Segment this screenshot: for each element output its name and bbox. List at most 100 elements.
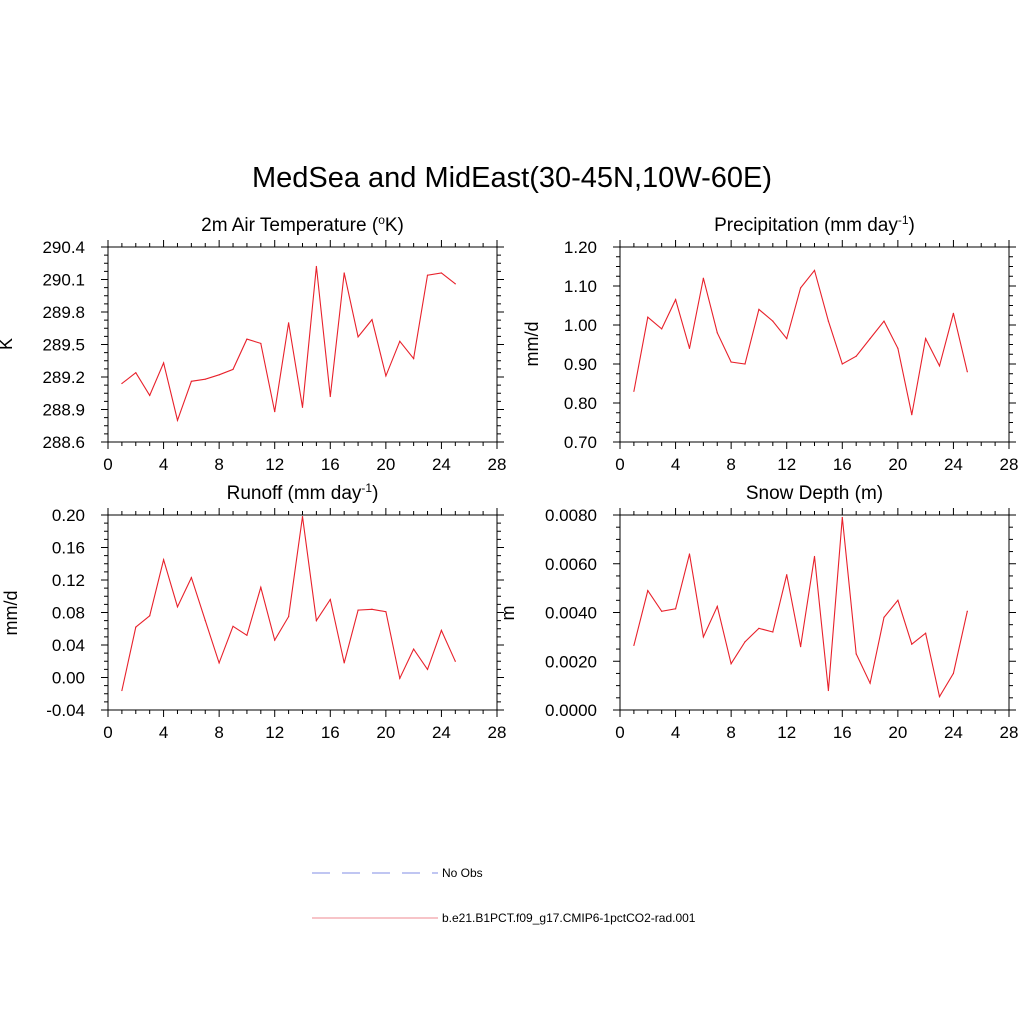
- panel-3-plot-frame: [107, 514, 498, 711]
- panel-1-data-point: [301, 406, 304, 408]
- panel-1-data-point: [149, 394, 151, 397]
- panel-2-y-tick-label: 1.00: [564, 316, 597, 335]
- panel-2-series-line: [633, 269, 968, 415]
- panel-3-data-point: [218, 662, 220, 664]
- panel-4-x-tick-label: 12: [777, 723, 796, 742]
- panel-4-title: Snow Depth (m): [746, 483, 883, 504]
- panel-2-data-point: [827, 320, 829, 322]
- panel-1-x-tick-label: 8: [214, 455, 223, 474]
- panel-3-x-tick-label: 16: [321, 723, 340, 742]
- panel-1-data-point: [454, 283, 456, 285]
- panel-3-y-tick-label: 0.04: [52, 636, 85, 655]
- panel-1-y-tick-label: 288.9: [42, 401, 85, 420]
- panel-3-x-tick-label: 12: [265, 723, 284, 742]
- panel-3-data-point: [288, 615, 290, 618]
- panel-2-data-point: [786, 338, 788, 340]
- panel-2-x-tick-label: 12: [777, 455, 796, 474]
- panel-2-plot-frame: [619, 246, 1010, 443]
- panel-2-x-tick-label: 20: [888, 455, 907, 474]
- panel-1-data-point: [288, 322, 290, 324]
- panel-4-data-point: [758, 627, 760, 629]
- panel-2-x-tick-label: 24: [944, 455, 963, 474]
- panel-1-y-axis-label: K: [0, 338, 16, 350]
- panel-1-x-tick-label: 4: [159, 455, 168, 474]
- legend-label-no-obs: No Obs: [442, 866, 483, 880]
- panel-4-data-point: [938, 695, 941, 698]
- panel-1-series-line: [121, 266, 456, 423]
- panel-1-data-point: [440, 272, 443, 274]
- panel-1-data-point: [190, 380, 192, 382]
- panel-1-x-tick-label: 28: [488, 455, 507, 474]
- panel-2-data-point: [952, 312, 955, 314]
- panel-3-data-point: [149, 615, 151, 617]
- panel-1-data-point: [260, 342, 262, 345]
- panel-1-y-tick-label: 288.6: [42, 433, 85, 452]
- panel-1-y-tick-label: 289.2: [42, 368, 85, 387]
- panel-3-data-point: [301, 516, 304, 518]
- panel-4-data-point: [925, 632, 927, 634]
- panel-1-data-point: [246, 338, 248, 340]
- panel-1-data-point: [204, 378, 206, 380]
- panel-1-data-point: [232, 368, 234, 371]
- panel-3-x-tick-label: 20: [376, 723, 395, 742]
- panel-1-y-tick-label: 289.5: [42, 336, 85, 355]
- panel-2-y-tick-label: 1.10: [564, 277, 597, 296]
- panel-1-data-point: [413, 357, 415, 360]
- panel-3-y-tick-label: 0.20: [52, 506, 85, 525]
- panel-2-data-point: [744, 363, 746, 365]
- panel-4-y-tick-label: 0.0060: [545, 555, 597, 574]
- panel-4-data-point: [952, 672, 955, 675]
- panel-1-data-point: [329, 395, 331, 398]
- panel-4-x-tick-label: 24: [944, 723, 963, 742]
- panel-2-x-tick-label: 28: [1000, 455, 1019, 474]
- panel-4-data-point: [883, 616, 885, 618]
- panel-3-data-point: [385, 611, 387, 613]
- panel-4-data-point: [702, 636, 704, 638]
- panel-2-data-point: [688, 347, 691, 349]
- panel-4-data-point: [855, 653, 857, 655]
- panel-4-plot-frame: [619, 514, 1010, 711]
- panel-4-y-tick-label: 0.0000: [545, 701, 597, 720]
- panel-3-data-point: [274, 639, 276, 641]
- panel-4-data-point: [869, 682, 871, 684]
- panel-3-data-point: [371, 608, 373, 610]
- panel-1-data-point: [399, 340, 401, 342]
- panel-3-y-tick-label: 0.16: [52, 539, 85, 558]
- panel-4-y-tick-label: 0.0080: [545, 506, 597, 525]
- panel-1-data-point: [218, 374, 220, 376]
- panel-4-data-point: [633, 644, 635, 647]
- panel-4-data-point: [827, 689, 829, 692]
- panel-2-data-point: [897, 347, 899, 349]
- panel-3-data-point: [190, 576, 192, 579]
- panel-1-y-tick-label: 290.1: [42, 271, 85, 290]
- panel-2-data-point: [938, 365, 941, 367]
- panel-4-x-tick-label: 16: [833, 723, 852, 742]
- panel-2-data-point: [883, 320, 885, 322]
- panel-2-y-tick-label: 0.90: [564, 355, 597, 374]
- panel-3-title: Runoff (mm day-1): [227, 481, 379, 504]
- panel-1-data-point: [343, 272, 345, 274]
- panel-3-data-point: [162, 559, 165, 561]
- panel-3-data-point: [454, 660, 456, 662]
- panel-3-data-point: [121, 689, 123, 692]
- panel-4-x-tick-label: 8: [726, 723, 735, 742]
- panel-1-x-tick-label: 12: [265, 455, 284, 474]
- panel-3-x-tick-label: 8: [214, 723, 223, 742]
- panel-2-data-point: [716, 332, 718, 334]
- panel-2-data-point: [855, 355, 857, 357]
- panel-2-y-tick-label: 0.70: [564, 433, 597, 452]
- panel-4-data-point: [841, 516, 843, 519]
- panel-2-data-point: [730, 361, 732, 363]
- panel-3-data-point: [440, 629, 443, 631]
- panel-1-x-tick-label: 16: [321, 455, 340, 474]
- panel-4-data-point: [813, 555, 816, 558]
- panel-4-data-point: [744, 641, 746, 643]
- panel-2-data-point: [800, 287, 802, 289]
- panel-2-data-point: [966, 371, 968, 373]
- panel-1-data-point: [357, 336, 359, 338]
- panel-2-data-point: [772, 320, 774, 322]
- panel-2-data-point: [911, 414, 913, 416]
- panel-2-data-point: [758, 308, 760, 310]
- panel-3-data-point: [246, 634, 248, 636]
